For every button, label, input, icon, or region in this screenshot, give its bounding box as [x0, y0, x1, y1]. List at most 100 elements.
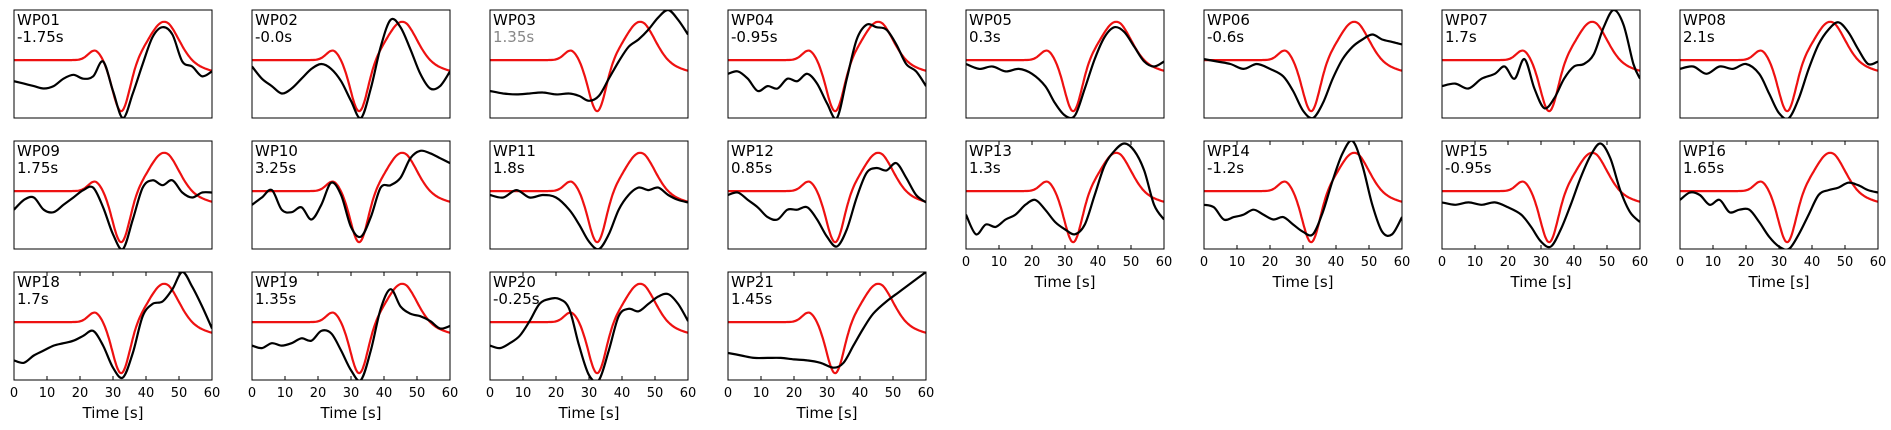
delay-label: 1.75s: [17, 159, 58, 177]
x-axis-label: Time [s]: [558, 404, 620, 422]
x-tick-label: 50: [647, 386, 664, 401]
x-tick-label: 60: [1156, 255, 1173, 270]
x-tick-label: 40: [1328, 255, 1345, 270]
delay-label: -1.75s: [17, 28, 64, 46]
panel-frame: [251, 140, 451, 250]
synthetic-trace: [14, 282, 212, 375]
observed-trace: [1204, 141, 1402, 237]
station-label: WP04: [731, 11, 774, 29]
delay-label: 1.8s: [493, 159, 525, 177]
x-tick-label: 20: [310, 386, 327, 401]
x-tick-label: 40: [376, 386, 393, 401]
delay-label: 1.3s: [969, 159, 1001, 177]
synthetic-trace: [252, 151, 450, 244]
x-tick-label: 50: [1361, 255, 1378, 270]
panel-wp14: WP14-1.2s 0 10 20 30 40 50 60 Time [s]: [1200, 140, 1411, 291]
delay-label: -0.6s: [1207, 28, 1244, 46]
x-tick-label: 10: [1705, 255, 1722, 270]
x-tick-label: 0: [1676, 255, 1684, 270]
x-tick-label: 0: [1438, 255, 1446, 270]
x-tick-label: 20: [1738, 255, 1755, 270]
x-tick-label: 0: [962, 255, 970, 270]
x-tick-label: 10: [277, 386, 294, 401]
station-label: WP21: [731, 273, 774, 291]
panel-frame: [251, 9, 451, 119]
panel-wp20: WP20-0.25s 0 10 20 30 40 50 60 Time [s]: [486, 271, 697, 422]
delay-label: -0.95s: [1445, 159, 1492, 177]
station-label: WP11: [493, 142, 536, 160]
x-tick-label: 10: [753, 386, 770, 401]
synthetic-trace: [252, 282, 450, 375]
delay-label: 1.45s: [731, 290, 772, 308]
panel-wp02: WP02-0.0s: [251, 9, 451, 119]
x-tick-label: 60: [1394, 255, 1411, 270]
panel-frame: [1441, 9, 1641, 119]
observed-trace: [1204, 33, 1402, 118]
station-label: WP02: [255, 11, 298, 29]
x-tick-label: 60: [918, 386, 935, 401]
x-tick-label: 30: [1057, 255, 1074, 270]
synthetic-trace: [490, 151, 688, 244]
synthetic-trace: [1680, 20, 1878, 113]
station-label: WP18: [17, 273, 60, 291]
observed-trace: [1442, 142, 1640, 249]
synthetic-trace: [1204, 20, 1402, 113]
x-tick-label: 60: [204, 386, 221, 401]
observed-trace: [252, 17, 450, 118]
station-label: WP03: [493, 11, 536, 29]
x-tick-label: 30: [343, 386, 360, 401]
synthetic-trace: [14, 151, 212, 244]
station-label: WP10: [255, 142, 298, 160]
x-tick-label: 50: [1599, 255, 1616, 270]
x-tick-label: 30: [1771, 255, 1788, 270]
station-label: WP12: [731, 142, 774, 160]
panel-frame: [489, 140, 689, 250]
synthetic-trace: [728, 282, 926, 375]
x-tick-label: 60: [442, 386, 459, 401]
x-tick-label: 20: [1024, 255, 1041, 270]
panel-frame: [965, 9, 1165, 119]
delay-label: 2.1s: [1683, 28, 1715, 46]
observed-trace: [966, 142, 1164, 236]
x-tick-label: 50: [409, 386, 426, 401]
x-tick-label: 60: [680, 386, 697, 401]
x-tick-label: 30: [581, 386, 598, 401]
station-label: WP06: [1207, 11, 1250, 29]
panel-frame: [1203, 9, 1403, 119]
delay-label: -1.2s: [1207, 159, 1244, 177]
observed-trace: [252, 288, 450, 380]
x-tick-label: 50: [171, 386, 188, 401]
x-tick-label: 20: [1500, 255, 1517, 270]
station-label: WP08: [1683, 11, 1726, 29]
panel-frame: [1679, 9, 1879, 119]
x-tick-label: 40: [1566, 255, 1583, 270]
delay-label: 0.85s: [731, 159, 772, 177]
delay-label: 0.3s: [969, 28, 1001, 46]
observed-trace: [252, 149, 450, 239]
station-label: WP13: [969, 142, 1012, 160]
station-label: WP15: [1445, 142, 1488, 160]
x-tick-label: 40: [614, 386, 631, 401]
x-tick-label: 10: [515, 386, 532, 401]
x-axis-label: Time [s]: [320, 404, 382, 422]
panel-frame: [727, 140, 927, 250]
delay-label: 1.35s: [493, 28, 534, 46]
panel-wp01: WP01-1.75s: [13, 9, 213, 119]
x-axis-label: Time [s]: [1510, 273, 1572, 291]
synthetic-trace: [1204, 151, 1402, 244]
panel-frame: [727, 9, 927, 119]
x-tick-label: 0: [1200, 255, 1208, 270]
synthetic-trace: [1442, 20, 1640, 113]
x-tick-label: 50: [885, 386, 902, 401]
station-label: WP09: [17, 142, 60, 160]
